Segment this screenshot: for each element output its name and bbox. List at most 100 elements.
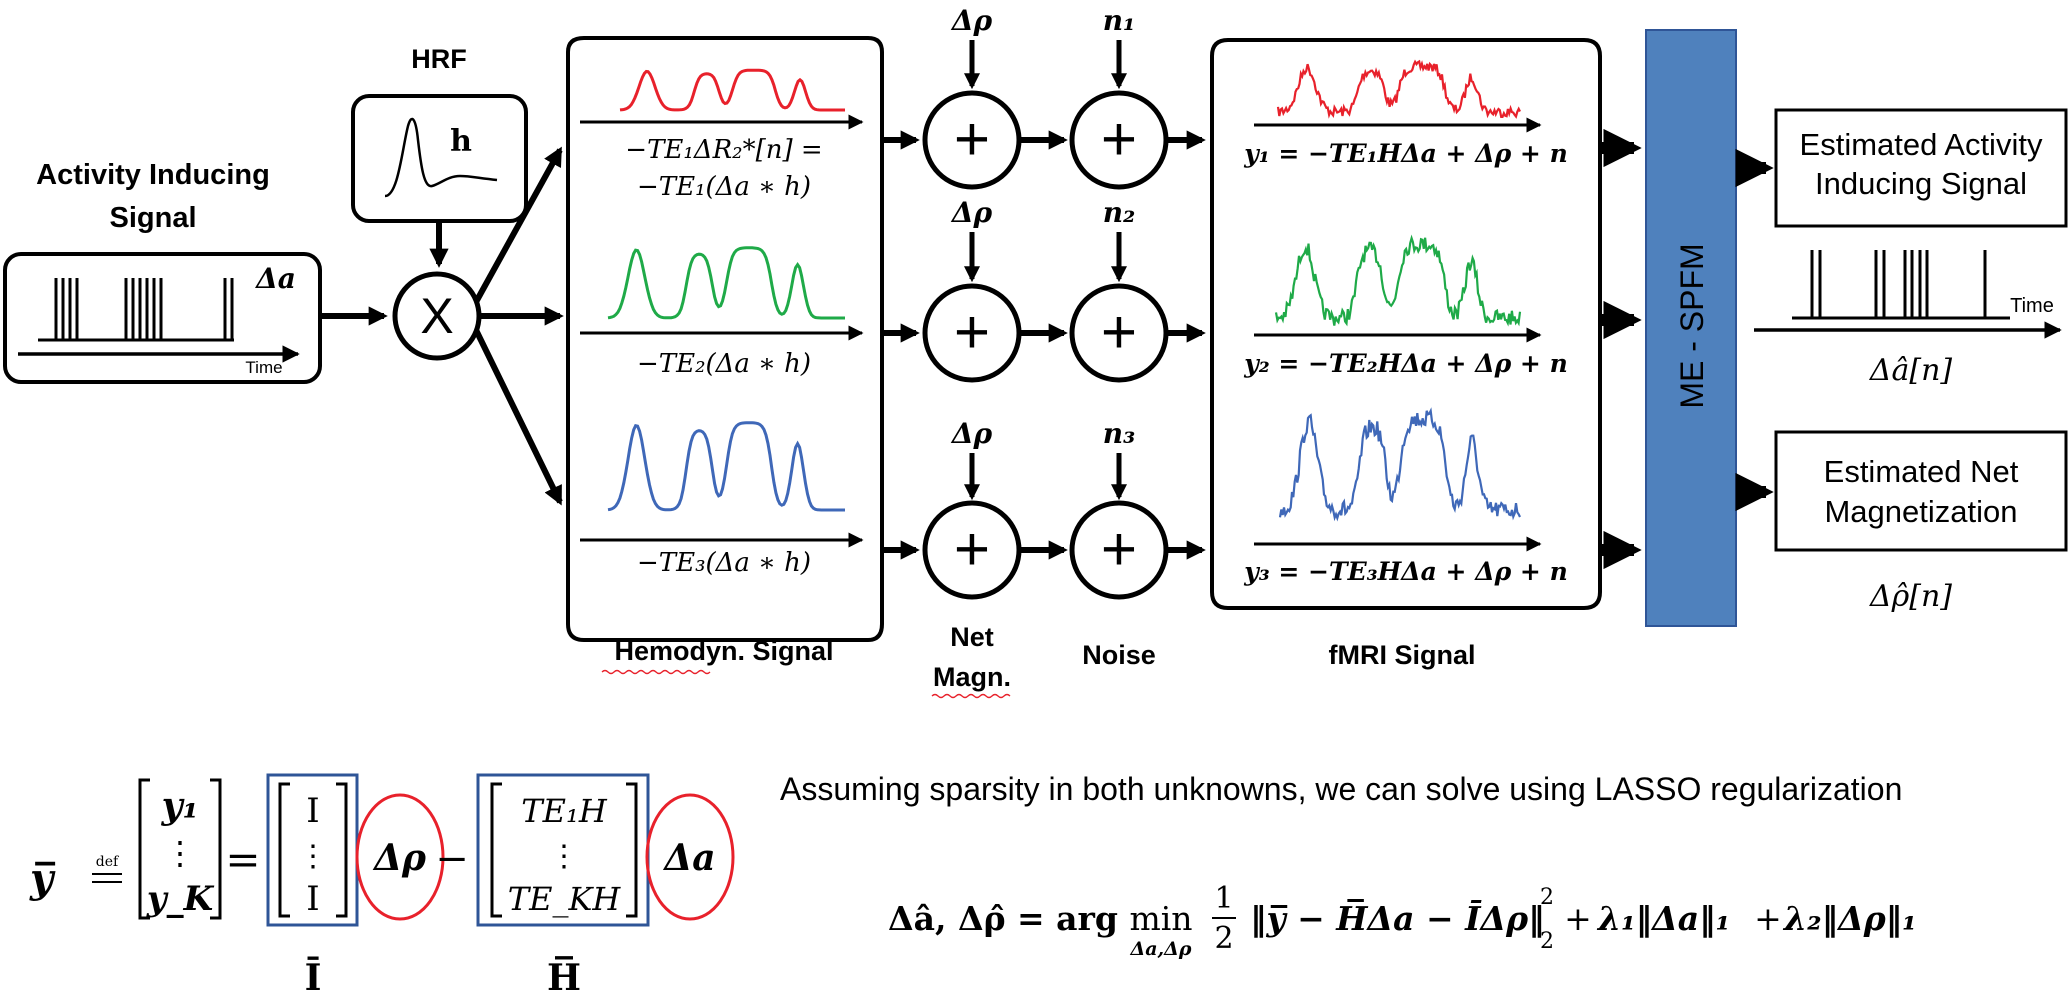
estimated-net-output: Estimated Net Magnetization Δρ̂[n] (1774, 430, 2068, 614)
connector-arrows-outputs (1735, 148, 1774, 512)
estimated-net-line1: Estimated Net (1824, 454, 2019, 489)
I-entry-top: I (306, 791, 319, 831)
plus-symbol-2b: + (1101, 298, 1137, 367)
net-magn-caption-line1: Net (950, 622, 994, 652)
estimated-activity-line2: Inducing Signal (1815, 166, 2027, 201)
plus-symbol-1b: + (1101, 105, 1137, 174)
activity-title-line1: Activity Inducing (36, 159, 270, 191)
delta-a-unknown: Δa (662, 837, 715, 879)
me-spfm-label: ME - SPFM (1674, 243, 1710, 408)
hrf-box (351, 94, 528, 223)
lambda2-term: λ₂‖Δρ‖₁ (1782, 899, 1917, 938)
y1-entry: y₁ (161, 785, 199, 827)
arrow-multiply-to-te1 (473, 146, 563, 304)
estimated-net-line2: Magnetization (1824, 494, 2017, 529)
hrf-h-label: h (450, 124, 472, 159)
estimated-net-symbol: Δρ̂[n] (1869, 579, 1952, 614)
hemo-eq-1a: −TE₁ΔR₂*[n] = (625, 135, 822, 165)
hrf-title: HRF (411, 44, 467, 74)
estimated-activity-line1: Estimated Activity (1800, 127, 2043, 162)
me-spfm-block: ME - SPFM (1645, 29, 1737, 627)
noise-input-n1: n₁ (1103, 4, 1136, 37)
I-entry-bottom: I (306, 879, 319, 919)
hemodynamic-trace-te3 (607, 421, 845, 512)
hemodynamic-panel-frame (566, 36, 884, 642)
plus-symbol-3a: + (954, 515, 990, 584)
delta-a-highlight (645, 793, 735, 921)
estimated-time-label: Time (2010, 295, 2054, 317)
plus-symbol-2a: + (954, 298, 990, 367)
activity-time-label: Time (245, 358, 282, 377)
hemodynamic-caption: Hemodyn. Signal (614, 636, 833, 666)
connector-arrows-left (321, 146, 564, 506)
lasso-lhs: Δâ, Δρ̂ = arg (888, 899, 1118, 938)
fmri-panel-frame (1210, 38, 1602, 610)
H-right-bracket (626, 782, 638, 918)
argmin-min: min (1129, 899, 1192, 938)
estimated-activity-box (1774, 108, 2068, 228)
assumption-text: Assuming sparsity in both unknowns, we c… (780, 771, 1902, 807)
hrf-block: HRF h (351, 44, 528, 223)
argmin-subscript: Δa,Δρ (1129, 938, 1191, 960)
delta-rho-input-2: Δρ (950, 196, 993, 229)
ybar-lhs: y̅ (29, 855, 56, 902)
noise-caption: Noise (1082, 640, 1156, 670)
plus-sign-2: + (1754, 899, 1782, 938)
half-denominator: 2 (1214, 921, 1233, 956)
activity-title-line2: Signal (109, 202, 196, 234)
matrix-equation: y̅ def y₁ ⋮ y_K = I ⋮ I Ī Δρ − TE₁H ⋮ TE… (29, 773, 735, 999)
yk-entry: y_K (146, 879, 215, 919)
plus-symbol-1a: + (954, 105, 990, 174)
hemodynamic-panel: −TE₁ΔR₂*[n] = −TE₁(Δa ∗ h) −TE₂(Δa ∗ h) … (566, 36, 884, 675)
I-left-bracket (278, 782, 290, 918)
activity-delta-a-label: Δa (254, 262, 296, 295)
fmri-eq-1: y₁ = −TE₁HΔa + Δρ + n (1243, 139, 1568, 168)
plus-sign-1: + (1564, 899, 1592, 938)
minus-sign: − (435, 836, 469, 882)
def-sign: def (96, 854, 120, 870)
hemodynamic-trace-te1 (619, 68, 845, 112)
y-vdots: ⋮ (164, 834, 196, 872)
estimated-spike-train (1810, 250, 1987, 318)
arrow-multiply-to-te3 (473, 328, 563, 506)
fmri-eq-3: y₃ = −TE₃HΔa + Δρ + n (1243, 557, 1568, 586)
norm-superscript: 2 (1540, 885, 1554, 910)
hemo-eq-1b: −TE₁(Δa ∗ h) (637, 172, 811, 202)
noise-input-n3: n₃ (1103, 417, 1136, 450)
me-spfm-bar (1645, 29, 1737, 627)
norm-subscript: 2 (1540, 929, 1554, 954)
fmri-trace-y2 (1274, 234, 1522, 327)
fmri-panel: y₁ = −TE₁HΔa + Δρ + n y₂ = −TE₂HΔa + Δρ … (1210, 38, 1602, 670)
connector-arrows-to-spfm (1600, 128, 1642, 570)
net-magn-caption-line2: Magn. (933, 662, 1011, 692)
hemo-eq-2: −TE₂(Δa ∗ h) (637, 349, 811, 379)
hemodynamic-trace-te2 (607, 246, 845, 320)
delta-rho-highlight (355, 793, 445, 921)
TEKH-entry: TE_KH (508, 880, 622, 918)
norm-term: ‖y̅ − H̅Δa − ĪΔρ‖ (1250, 898, 1545, 938)
multiply-symbol: X (420, 288, 453, 344)
half-numerator: 1 (1214, 881, 1233, 916)
estimated-net-box (1774, 430, 2068, 552)
spellcheck-squiggle-hemodyn (601, 669, 711, 675)
fmri-trace-y1 (1276, 59, 1521, 119)
H-vdots: ⋮ (549, 839, 579, 874)
hrf-curve (384, 117, 498, 198)
lasso-section: Assuming sparsity in both unknowns, we c… (780, 771, 1917, 960)
estimated-activity-symbol: Δâ[n] (1869, 353, 1953, 388)
I-vdots: ⋮ (298, 839, 328, 874)
Ibar-caption: Ī (305, 957, 322, 999)
I-right-bracket (336, 782, 348, 918)
fmri-trace-y3 (1278, 407, 1521, 522)
multiply-node: X (392, 271, 482, 361)
delta-rho-unknown: Δρ (372, 837, 427, 879)
TE1H-entry: TE₁H (521, 792, 608, 830)
fmri-caption: fMRI Signal (1329, 640, 1476, 670)
activity-spike-train (54, 278, 234, 340)
spellcheck-squiggle-magn (931, 693, 1011, 699)
multiply-circle (392, 271, 482, 361)
estimated-activity-output: Estimated Activity Inducing Signal Time … (1754, 108, 2068, 388)
equals-sign: = (225, 835, 260, 884)
Hbar-caption: H̅ (547, 955, 581, 999)
